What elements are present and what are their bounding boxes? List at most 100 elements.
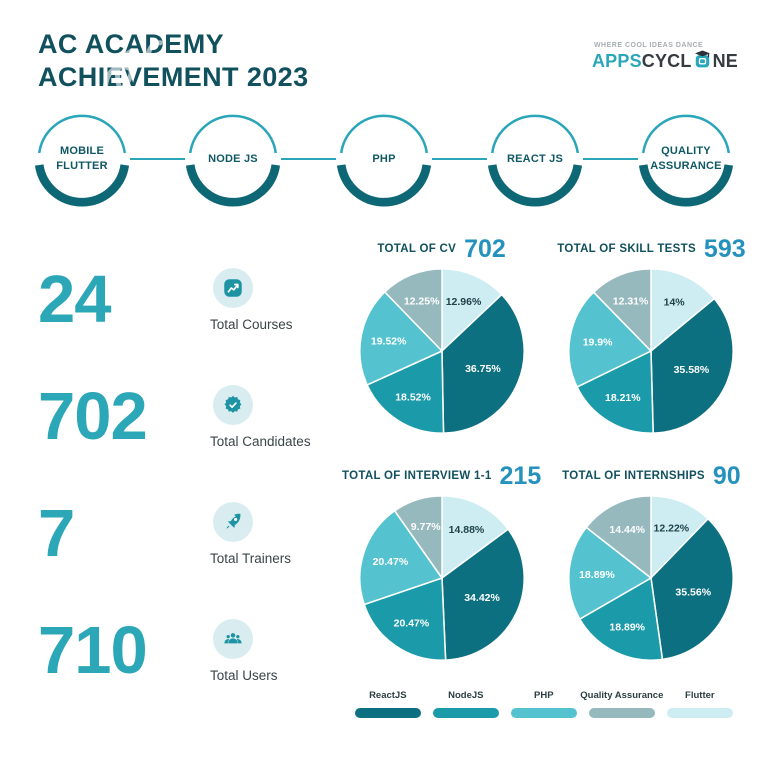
legend-swatch [666,708,733,719]
badge-ring-icon [336,114,432,207]
header: AC ACADEMY ACHIEVEMENT 2023 WHERE COOL I… [0,0,768,101]
stat-row-total-candidates: 702 Total Candidates [38,374,330,460]
pie-chart-block-internships: TOTAL OF INTERNSHIPS 90 12.22% 35.56% 18.8… [557,461,745,671]
pie-slice-nodejs [363,576,446,661]
legend-swatch [510,708,577,719]
badge-ring-icon [638,114,734,207]
legend-swatch [588,708,655,719]
users-icon [224,633,242,644]
badge-ring-icon [185,114,281,207]
pie-slice-label: 12.96% [445,296,481,308]
pie-slice-label: 35.58% [674,364,710,376]
title-line-1: AC ACADEMY [38,29,224,59]
stats-panel: 24 Total Courses 702 [38,231,330,725]
pie-slice-reactjs [440,293,525,434]
stat-label: Total Candidates [210,433,311,449]
pie-slice-reactjs [440,528,525,661]
badge-ring-icon [487,114,583,207]
badge-label: MOBILE [60,145,104,158]
stat-icon-circle [213,267,253,308]
chart-total: 702 [464,234,506,263]
legend-item-php: PHP [510,690,577,725]
legend-label: PHP [534,690,554,702]
title-line-2: ACHIEVEMENT 2023 [38,62,309,93]
charts-panel: TOTAL OF CV 702 12.96% 36.75% 18.52% 19.52%… [342,234,746,725]
legend-swatch [432,708,499,719]
brand-ne: NE [712,50,738,71]
badge-node-js: NODE JS [185,111,281,207]
pie-slice-php [358,291,443,386]
pie-slice-flutter [650,494,710,579]
brand-apps: APPS [591,50,642,71]
stat-value: 710 [38,612,148,688]
chart-title: TOTAL OF SKILL TESTS [557,243,696,256]
pie-chart-block-skill-tests: TOTAL OF SKILL TESTS 593 14% 35.58% 18.21%… [557,234,746,444]
pie-slice-label: 36.75% [465,363,501,375]
pie-slice-label: 19.9% [583,336,613,348]
badge-label: QUALITY [661,145,711,158]
badge-check-icon [224,395,242,413]
pie-slice-label: 18.52% [395,391,431,403]
pie-slice-label: 12.31% [613,295,649,307]
pie-slice-label: 18.21% [605,392,641,404]
stat-label: Total Users [210,667,278,683]
badge-connector-line [583,157,638,161]
badge-label: NODE JS [208,152,258,165]
badge-connector-line [432,157,487,161]
badge-connector-line [130,157,185,161]
legend-item-quality-assurance: Quality Assurance [580,690,663,725]
stat-row-total-users: 710 Total Users [38,608,330,694]
chart-total: 90 [712,461,741,490]
badge-php: PHP [336,111,432,207]
badge-ring-icon [34,114,130,207]
page-title: AC ACADEMY ACHIEVEMENT 2023 [38,28,309,101]
appscyclone-logo: WHERE COOL IDEAS DANCE APPS CYCL NE [592,42,738,70]
chart-title: TOTAL OF INTERNSHIPS [562,470,705,483]
pie-slice-php [358,509,443,605]
rocket-icon [226,513,241,529]
pie-slice-label: 34.42% [464,591,500,603]
stat-row-total-courses: 24 Total Courses [38,257,330,343]
pie-slice-label: 14.44% [610,524,646,536]
stat-icon-circle [213,384,253,425]
badge-label: FLUTTER [56,159,108,172]
pie-slice-php [568,291,653,388]
stat-row-total-trainers: 7 Total Trainers [38,491,330,577]
pie-slice-label: 12.22% [654,522,690,534]
pie-slice-label: 9.77% [410,521,440,533]
pie-slice-reactjs [650,297,735,434]
legend-label: Quality Assurance [580,690,664,702]
legend-swatch [354,708,421,719]
pie-chart-cv: 12.96% 36.75% 18.52% 19.52% 12.25% [358,267,525,434]
chart-legend: ReactJS NodeJS PHP Quality Assurance Flu… [342,690,746,725]
pie-chart-internships: 12.22% 35.56% 18.89% 18.89% 14.44% [568,494,735,661]
legend-label: ReactJS [369,690,407,702]
stat-value: 24 [38,261,112,337]
legend-label: Flutter [685,690,715,702]
pie-slice-quality-assurance [585,494,653,579]
pie-chart-skill-tests: 14% 35.58% 18.21% 19.9% 12.31% [568,267,735,434]
pie-slice-label: 18.89% [580,568,616,580]
badge-react-js: REACT JS [487,111,583,207]
stat-icon-circle [213,618,253,659]
pie-slice-quality-assurance [593,267,653,352]
stat-value: 7 [38,495,75,571]
legend-label: NodeJS [448,690,484,702]
main-content: 24 Total Courses 702 [0,207,768,725]
pie-slice-label: 35.56% [676,586,712,598]
pie-slice-quality-assurance [393,494,443,579]
pie-slice-flutter [440,494,509,579]
logo-tagline: WHERE COOL IDEAS DANCE [593,42,704,49]
pie-slice-label: 20.47% [393,617,429,629]
chart-total: 593 [703,234,746,263]
legend-item-nodejs: NodeJS [432,690,499,725]
pie-slice-flutter [650,267,716,352]
pie-slice-label: 18.89% [610,621,646,633]
badge-quality-assurance: QUALITY ASSURANCE [638,111,734,207]
badge-mobile-flutter: MOBILE FLUTTER [34,111,130,207]
badge-label: PHP [372,152,396,165]
badge-label: REACT JS [507,152,563,165]
pie-slice-quality-assurance [383,267,443,352]
chart-total: 215 [499,461,542,490]
